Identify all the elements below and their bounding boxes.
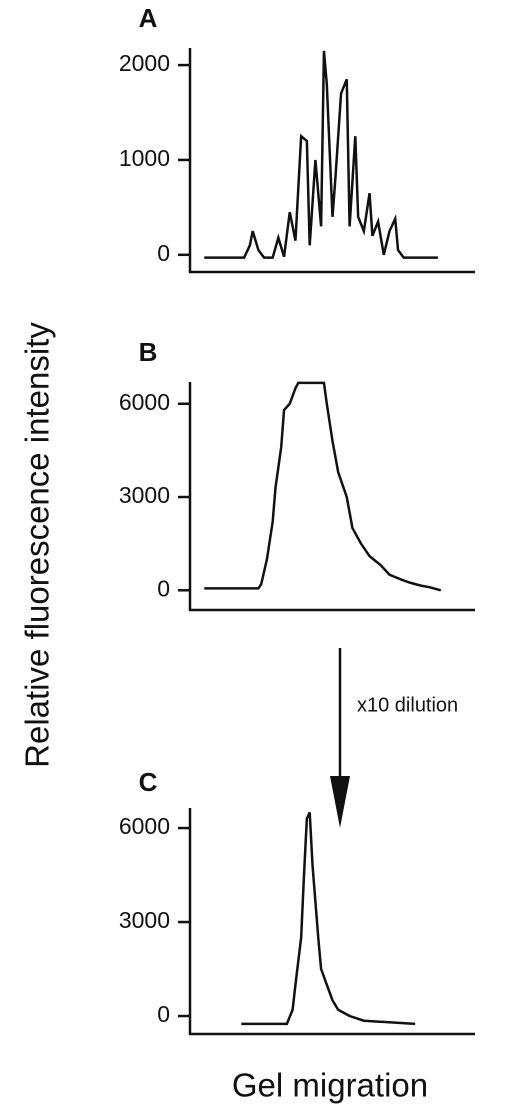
arrow-head	[330, 776, 350, 828]
y-tick-label: 6000	[119, 813, 170, 839]
y-tick-label: 0	[157, 1001, 170, 1027]
y-tick-label: 0	[157, 240, 170, 266]
annotation: x10 dilution	[357, 694, 458, 716]
panel-title: C	[139, 767, 158, 797]
panel-title: A	[139, 3, 158, 33]
trace	[204, 381, 442, 592]
y-tick-label: 1000	[119, 145, 170, 171]
trace	[204, 50, 438, 259]
y-axis-label: Relative fluorescence intensity	[19, 322, 56, 768]
y-tick-label: 3000	[119, 907, 170, 933]
x-axis-label: Gel migration	[232, 1067, 428, 1104]
trace	[241, 811, 416, 1026]
y-tick-label: 6000	[119, 389, 170, 415]
panel-title: B	[139, 337, 158, 367]
y-tick-label: 0	[157, 575, 170, 601]
y-tick-label: 2000	[119, 50, 170, 76]
y-tick-label: 3000	[119, 482, 170, 508]
